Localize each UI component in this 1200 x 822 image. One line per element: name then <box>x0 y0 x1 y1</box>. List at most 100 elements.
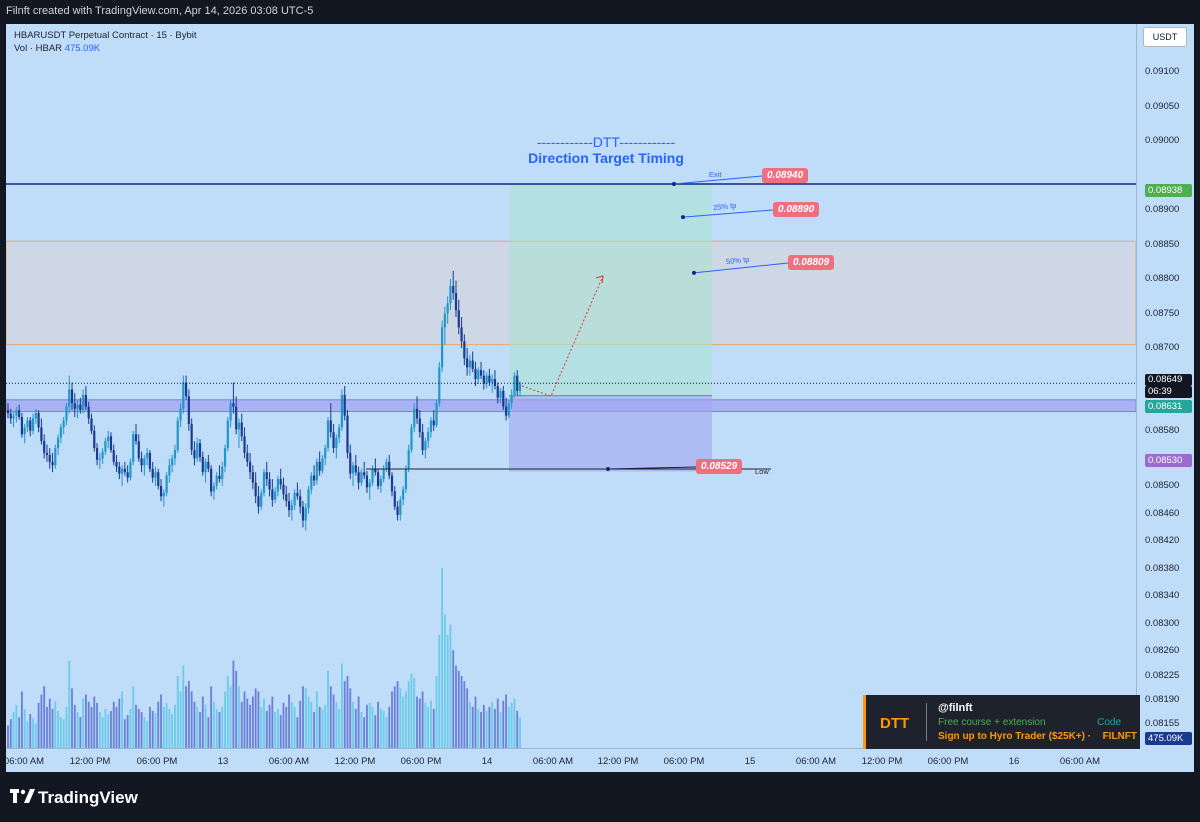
time-tick-label: 14 <box>481 756 493 767</box>
candle-body <box>402 489 405 500</box>
candle-body <box>226 420 229 449</box>
candle-body <box>293 492 296 506</box>
price-plot[interactable] <box>6 24 1136 748</box>
candle-body <box>31 418 35 431</box>
candle-body <box>393 491 396 507</box>
volume-bar <box>332 694 335 748</box>
volume-bar <box>190 691 193 748</box>
candle-body <box>179 408 182 421</box>
volume-bar <box>23 708 26 748</box>
volume-bar <box>388 706 391 748</box>
tp50-price-callout[interactable]: 0.08809 <box>788 255 835 270</box>
dtt-line1: ------------DTT------------ <box>536 134 676 150</box>
volume-bar <box>502 700 505 748</box>
time-tick-label: 06:00 AM <box>532 756 574 767</box>
time-tick-label: 13 <box>217 756 229 767</box>
volume-bar <box>368 702 371 748</box>
volume-bar <box>505 694 507 748</box>
candle-body <box>276 479 280 492</box>
currency-selector[interactable]: USDT <box>1143 27 1187 47</box>
candle-body <box>365 475 369 488</box>
symbol-title[interactable]: HBARUSDT Perpetual Contract · 15 · Bybit <box>14 30 197 41</box>
candle-body <box>287 501 291 511</box>
volume-bar <box>185 686 187 748</box>
volume-bar <box>499 712 502 748</box>
volume-tag: 475.09K <box>1145 732 1192 745</box>
candle-body <box>424 441 427 451</box>
candle-body <box>518 383 522 391</box>
candle-body <box>507 403 510 416</box>
projection-arrowhead <box>595 275 604 284</box>
volume-bar <box>318 706 321 748</box>
price-tick-label: 0.08260 <box>1145 645 1180 657</box>
candle-body <box>471 360 474 369</box>
volume-bar <box>40 694 43 748</box>
candle-body <box>246 452 249 462</box>
volume-bar <box>118 698 121 748</box>
volume-bar <box>352 701 354 748</box>
low-price-callout[interactable]: 0.08529 <box>696 459 743 474</box>
volume-bar <box>243 691 246 748</box>
volume-bar <box>288 694 290 748</box>
time-axis[interactable]: 06:00 AM 12:00 PM 06:00 PM 13 06:00 AM 12:00 … <box>6 748 1136 772</box>
volume-bar <box>232 660 235 748</box>
candle-body <box>235 406 238 430</box>
dtt-annotation[interactable]: ------------DTT------------ Direction Ta… <box>516 134 696 166</box>
tradingview-logo-icon <box>10 789 35 803</box>
candle-body <box>70 389 74 404</box>
volume-bar <box>513 698 516 748</box>
volume-bar <box>65 706 68 748</box>
candle-body <box>193 450 196 459</box>
volume-bar <box>427 706 430 748</box>
candle-body <box>65 406 68 421</box>
candle-body <box>318 461 321 471</box>
volume-bar <box>98 712 101 748</box>
promo-banner[interactable]: DTT @filnft Free course + extension Code… <box>863 695 1140 749</box>
exit-price-callout[interactable]: 0.08940 <box>762 168 809 183</box>
chart-area[interactable]: HBARUSDT Perpetual Contract · 15 · Bybit… <box>6 24 1194 772</box>
volume-bar <box>315 691 318 748</box>
volume-bar <box>277 708 279 748</box>
header-bar: Filnft created with TradingView.com, Apr… <box>0 0 1200 24</box>
candle-body <box>343 394 346 416</box>
candle-body <box>159 485 163 497</box>
candle-body <box>446 303 449 314</box>
candle-body <box>499 390 502 398</box>
candle-body <box>268 479 271 490</box>
volume-bar <box>199 712 201 748</box>
candle-body <box>413 408 416 428</box>
candle-body <box>251 472 254 483</box>
volume-bar <box>151 710 154 748</box>
volume-bar <box>34 723 37 748</box>
volume-bar <box>455 665 457 748</box>
candle-body <box>59 427 62 438</box>
volume-bar <box>338 708 341 748</box>
volume-bar <box>32 718 34 748</box>
volume-bar <box>157 701 160 748</box>
volume-bar <box>274 712 277 748</box>
promo-cta[interactable]: Sign up to Hyro Trader ($25K+) · <box>938 731 1092 742</box>
volume-bar <box>307 696 310 748</box>
volume-bar <box>457 670 460 748</box>
volume-value: 475.09K <box>64 43 101 54</box>
volume-bar <box>430 700 432 748</box>
tp25-price-callout[interactable]: 0.08890 <box>773 202 820 217</box>
candle-body <box>151 468 154 478</box>
candle-body <box>338 427 341 438</box>
candle-body <box>307 489 310 509</box>
volume-bar <box>154 713 157 748</box>
volume-bar <box>496 698 499 748</box>
candle-body <box>68 389 71 407</box>
volume-bar <box>282 702 285 748</box>
volume-bar <box>96 702 98 748</box>
volume-bar <box>385 717 388 748</box>
candle-body <box>488 375 491 383</box>
candle-body <box>360 472 363 483</box>
tradingview-brand: TradingView <box>38 788 138 807</box>
volume-bar <box>271 696 274 748</box>
candle-body <box>421 432 424 451</box>
candle-body <box>504 406 508 416</box>
candle-body <box>196 443 199 459</box>
promo-code-label: Code <box>1097 717 1121 728</box>
candle-body <box>54 448 57 466</box>
